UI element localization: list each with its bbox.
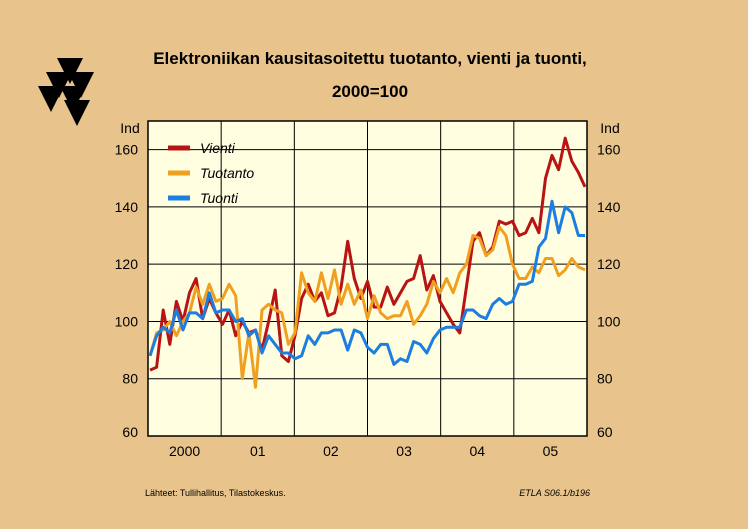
chart-code: ETLA S06.1/b196: [519, 488, 590, 498]
y-tick-label-left: 100: [115, 313, 139, 329]
y-tick-label-left: 160: [115, 142, 139, 158]
x-tick-label: 03: [396, 443, 412, 459]
y-tick-label-right: 100: [597, 313, 621, 329]
data-series: [148, 136, 587, 389]
legend-label-vienti: Vienti: [200, 140, 236, 156]
chart-subtitle: 2000=100: [332, 82, 408, 101]
y-tick-label-right: 160: [597, 142, 621, 158]
gridlines: [148, 121, 587, 436]
x-tick-label: 2000: [169, 443, 200, 459]
series-line-vienti: [149, 136, 587, 372]
series-line-tuotanto: [148, 225, 586, 389]
y-tick-label-left: 60: [122, 424, 138, 440]
y-tick-label-left: 80: [122, 371, 138, 387]
source-note: Lähteet: Tullihallitus, Tilastokeskus.: [145, 488, 286, 498]
y-tick-label-right: 80: [597, 371, 613, 387]
y-tick-label-left: 120: [115, 256, 139, 272]
chart-title: Elektroniikan kausitasoitettu tuotanto, …: [153, 49, 587, 68]
legend-label-tuotanto: Tuotanto: [200, 165, 254, 181]
x-tick-label: 05: [543, 443, 559, 459]
series-line-tuonti: [148, 199, 585, 366]
x-tick-label: 04: [469, 443, 485, 459]
y-tick-label-right: 60: [597, 424, 613, 440]
x-tick-labels: 2000 01 02 03 04 05: [169, 443, 558, 459]
y-tick-labels: 60 60 80 80 100 100 120 120 140 140 160 160: [115, 142, 621, 440]
etla-logo-icon: [38, 58, 94, 126]
y-tick-label-right: 120: [597, 256, 621, 272]
y-axis-label-right: Ind: [600, 120, 619, 136]
legend-label-tuonti: Tuonti: [200, 190, 239, 206]
y-tick-label-left: 140: [115, 199, 139, 215]
legend: Vienti Tuotanto Tuonti: [168, 140, 254, 206]
x-tick-label: 02: [323, 443, 339, 459]
y-axis-label-left: Ind: [120, 120, 139, 136]
y-tick-label-right: 140: [597, 199, 621, 215]
x-tick-label: 01: [250, 443, 266, 459]
